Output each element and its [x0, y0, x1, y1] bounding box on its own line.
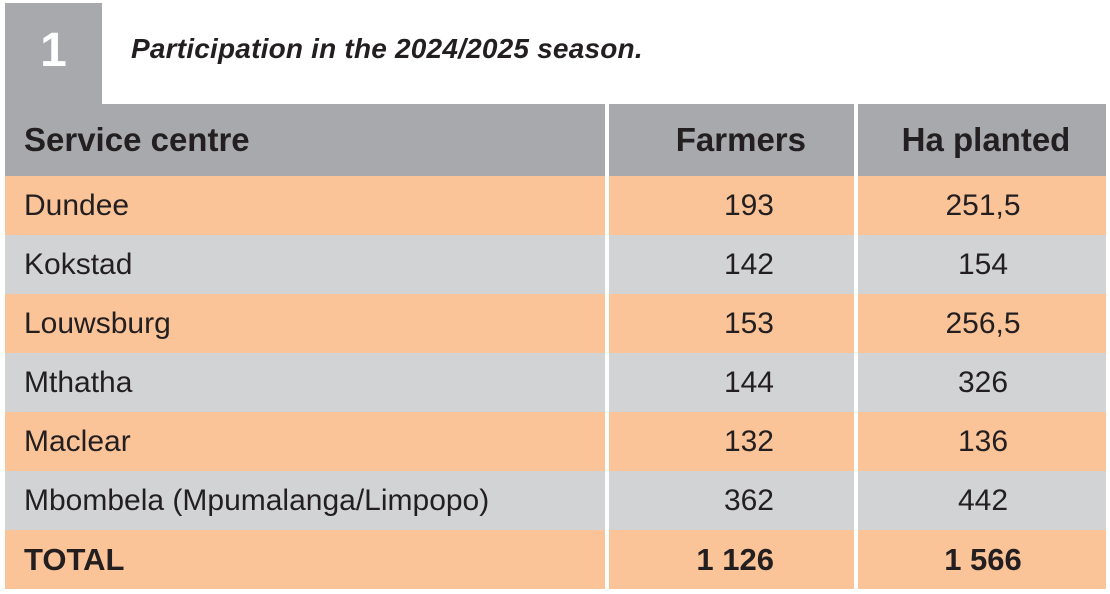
cell-ha-planted: 136 [856, 412, 1106, 471]
cell-ha-planted: 256,5 [856, 294, 1106, 353]
total-ha-planted: 1 566 [856, 530, 1106, 589]
cell-farmers: 193 [607, 176, 858, 235]
cell-ha-planted: 154 [856, 235, 1106, 294]
header-ha-planted: Ha planted [856, 104, 1106, 176]
table-row: Mthatha 144 326 [5, 353, 1106, 412]
cell-farmers: 132 [607, 412, 858, 471]
table-caption: Participation in the 2024/2025 season. [131, 33, 643, 64]
cell-farmers: 362 [607, 471, 858, 530]
table-number-badge: 1 [5, 3, 102, 106]
table-total-row: TOTAL 1 126 1 566 [5, 530, 1106, 589]
cell-service-centre: Kokstad [5, 235, 609, 294]
header-farmers: Farmers [607, 104, 858, 176]
table-row: Maclear 132 136 [5, 412, 1106, 471]
cell-service-centre: Louwsburg [5, 294, 609, 353]
cell-farmers: 144 [607, 353, 858, 412]
cell-farmers: 142 [607, 235, 858, 294]
cell-ha-planted: 442 [856, 471, 1106, 530]
cell-service-centre: Dundee [5, 176, 609, 235]
table-number: 1 [40, 23, 67, 77]
cell-ha-planted: 251,5 [856, 176, 1106, 235]
cell-service-centre: Mthatha [5, 353, 609, 412]
cell-ha-planted: 326 [856, 353, 1106, 412]
table-header-row: Service centre Farmers Ha planted [5, 104, 1106, 176]
total-farmers: 1 126 [607, 530, 858, 589]
cell-service-centre: Maclear [5, 412, 609, 471]
cell-farmers: 153 [607, 294, 858, 353]
total-label: TOTAL [5, 530, 609, 589]
table-row: Louwsburg 153 256,5 [5, 294, 1106, 353]
header-service-centre: Service centre [5, 104, 609, 176]
table-row: Kokstad 142 154 [5, 235, 1106, 294]
cell-service-centre: Mbombela (Mpumalanga/Limpopo) [5, 471, 609, 530]
table-row: Mbombela (Mpumalanga/Limpopo) 362 442 [5, 471, 1106, 530]
participation-table: Service centre Farmers Ha planted Dundee… [5, 104, 1106, 589]
table-row: Dundee 193 251,5 [5, 176, 1106, 235]
